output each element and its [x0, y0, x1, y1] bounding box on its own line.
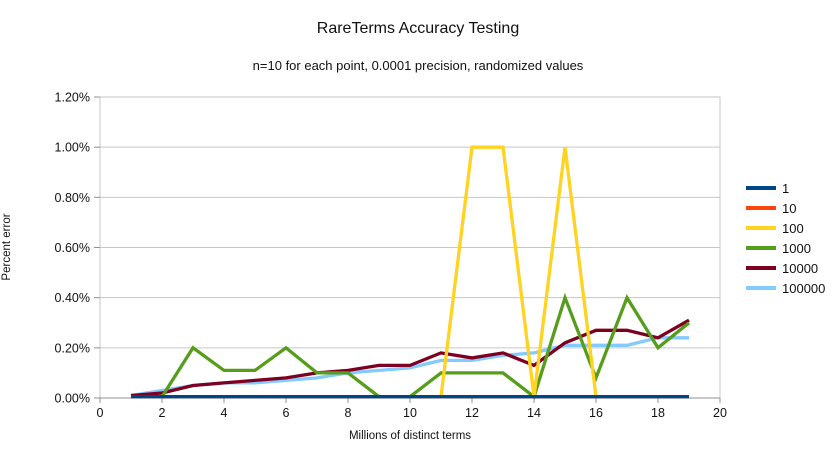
legend-label: 10	[782, 200, 797, 216]
x-tick-label: 16	[589, 406, 603, 420]
x-tick-label: 0	[97, 406, 104, 420]
legend: 1 10 100 1000 10000 100000	[746, 178, 825, 298]
legend-label: 1000	[782, 240, 811, 256]
x-tick-label: 10	[403, 406, 417, 420]
legend-item-10000: 10000	[746, 258, 825, 278]
legend-swatch-1000	[746, 246, 776, 250]
chart-subtitle: n=10 for each point, 0.0001 precision, r…	[252, 58, 584, 73]
x-tick-label: 14	[527, 406, 541, 420]
series-line-1000	[131, 292, 691, 400]
legend-label: 100	[782, 220, 804, 236]
legend-label: 1	[782, 180, 790, 196]
legend-item-100: 100	[746, 218, 825, 238]
x-tick-label: 18	[651, 406, 665, 420]
y-tick-label: 0.00%	[55, 392, 90, 406]
y-tick-label: 0.80%	[55, 191, 90, 205]
y-tick-label: 0.60%	[55, 241, 90, 255]
legend-item-1000: 1000	[746, 238, 825, 258]
x-axis-title: Millions of distinct terms	[348, 430, 472, 442]
chart-title: RareTerms Accuracy Testing	[316, 20, 520, 37]
legend-label: 100000	[782, 280, 826, 296]
legend-swatch-100000	[746, 286, 776, 290]
x-tick-label: 20	[713, 406, 727, 420]
x-tick-label: 4	[221, 406, 228, 420]
y-tick-label: 0.40%	[55, 291, 90, 305]
legend-swatch-100	[746, 226, 776, 230]
legend-label: 10000	[782, 260, 819, 276]
legend-item-1: 1	[746, 178, 825, 198]
x-tick-label: 12	[465, 406, 479, 420]
x-tick-label: 2	[159, 406, 166, 420]
legend-swatch-10000	[746, 266, 776, 270]
legend-item-100000: 100000	[746, 278, 825, 298]
legend-swatch-10	[746, 206, 776, 210]
legend-item-10: 10	[746, 198, 825, 218]
legend-swatch-1	[746, 186, 776, 190]
x-tick-label: 6	[283, 406, 290, 420]
y-tick-label: 1.20%	[55, 91, 90, 105]
series-line-100	[131, 145, 689, 399]
series-line-10000	[130, 318, 690, 398]
y-tick-label: 1.00%	[55, 141, 90, 155]
y-tick-label: 0.20%	[55, 341, 90, 355]
x-tick-label: 8	[345, 406, 352, 420]
